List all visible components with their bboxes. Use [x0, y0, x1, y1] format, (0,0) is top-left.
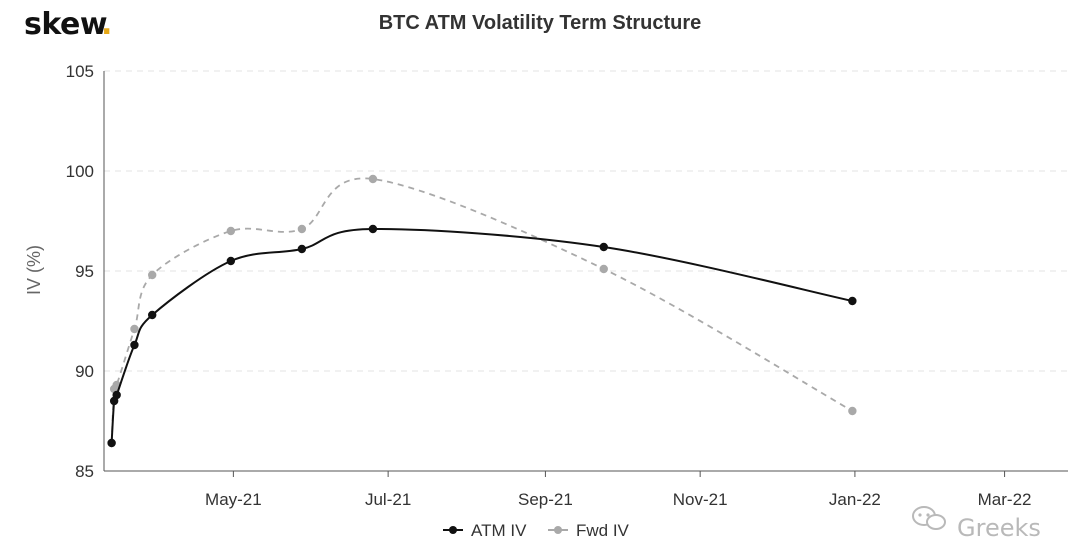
greeks-watermark: Greeks: [912, 506, 1041, 542]
legend: ATM IV Fwd IV: [443, 521, 630, 540]
series-line-fwd-iv: [110, 177, 853, 444]
point-atm-iv-7: [368, 224, 378, 234]
chart-title: BTC ATM Volatility Term Structure: [379, 12, 702, 34]
point-atm-iv-0: [107, 438, 116, 448]
legend-item-fwd-iv[interactable]: Fwd IV: [548, 521, 630, 540]
point-atm-iv-6: [297, 244, 307, 254]
skew-logo: skew .: [24, 7, 112, 42]
point-fwd-iv-6: [297, 224, 307, 234]
watermark-text: Greeks: [957, 514, 1041, 542]
y-tick-105: 105: [66, 62, 94, 81]
y-tick-labels: 85 90 95 100 105: [66, 62, 94, 481]
point-fwd-iv-7: [368, 174, 378, 184]
point-fwd-iv-3: [130, 324, 139, 334]
legend-atm-marker: [449, 526, 457, 534]
series-layer: [107, 174, 857, 448]
x-tick-Jul-21: Jul-21: [365, 490, 411, 509]
y-tick-100: 100: [66, 162, 94, 181]
y-tick-90: 90: [75, 362, 94, 381]
legend-item-atm-iv[interactable]: ATM IV: [443, 521, 527, 540]
legend-fwd-label: Fwd IV: [576, 521, 630, 540]
x-tick-Nov-21: Nov-21: [673, 490, 728, 509]
point-fwd-iv-5: [226, 226, 236, 236]
point-atm-iv-9: [848, 296, 857, 306]
x-tick-May-21: May-21: [205, 490, 262, 509]
y-tick-95: 95: [75, 262, 94, 281]
y-tick-85: 85: [75, 462, 94, 481]
point-atm-iv-4: [148, 310, 157, 320]
legend-atm-label: ATM IV: [471, 521, 527, 540]
x-tick-Jan-22: Jan-22: [829, 490, 881, 509]
point-atm-iv-2: [112, 390, 121, 400]
x-tick-Sep-21: Sep-21: [518, 490, 573, 509]
gridlines: [103, 70, 1068, 471]
logo-text: skew: [24, 7, 107, 42]
x-axis: May-21 Jul-21 Sep-21 Nov-21 Jan-22 Mar-22: [104, 470, 1068, 509]
point-fwd-iv-4: [148, 270, 157, 280]
logo-dot: .: [101, 7, 112, 42]
series-line-atm-iv: [110, 227, 853, 444]
point-fwd-iv-9: [848, 406, 857, 416]
legend-fwd-marker: [554, 526, 562, 534]
x-tick-Mar-22: Mar-22: [978, 490, 1032, 509]
point-fwd-iv-8: [599, 264, 608, 274]
y-axis-label: IV (%): [24, 245, 44, 295]
point-atm-iv-8: [599, 242, 608, 252]
point-atm-iv-3: [130, 340, 139, 350]
wechat-icon: [912, 506, 946, 530]
point-atm-iv-5: [226, 256, 236, 266]
